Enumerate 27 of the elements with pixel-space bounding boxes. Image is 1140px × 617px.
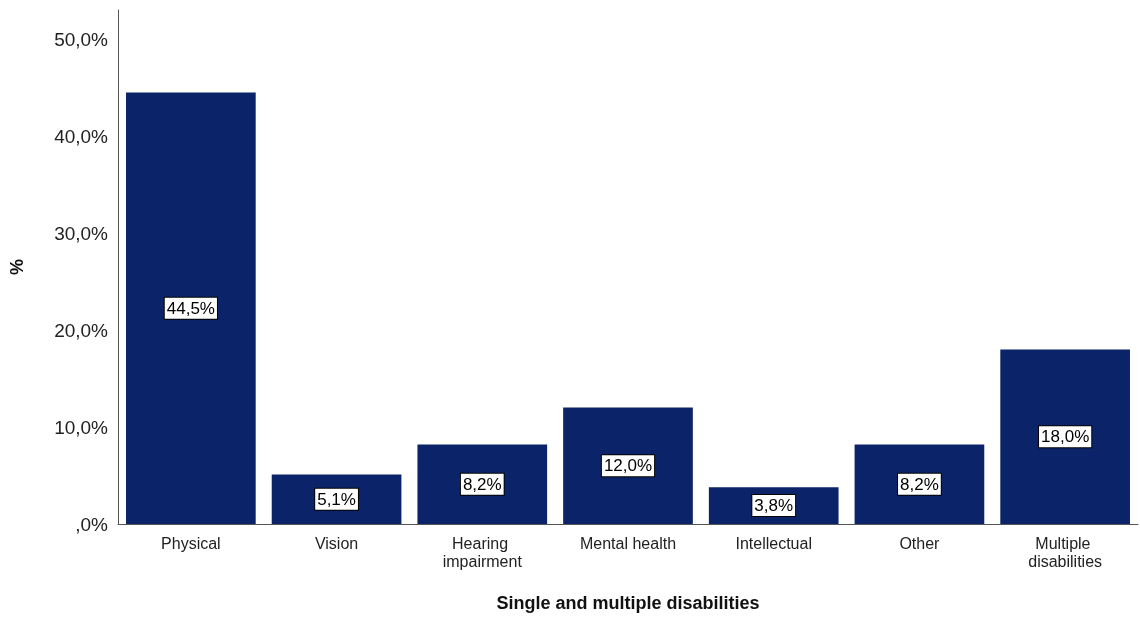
bar — [563, 407, 693, 524]
bar — [854, 444, 985, 524]
x-tick-label: Intellectual — [735, 534, 812, 552]
data-label: 44,5% — [166, 298, 215, 318]
y-tick-label: 40,0% — [54, 125, 109, 147]
data-label: 5,1% — [317, 489, 356, 509]
data-label: 18,0% — [1041, 427, 1090, 447]
y-tick-label: ,0% — [75, 513, 109, 535]
x-tick-label: Vision — [314, 534, 359, 552]
x-tick-label: Mental health — [579, 534, 677, 552]
bar — [1000, 349, 1130, 524]
bar — [417, 444, 548, 524]
data-label: 8,2% — [462, 474, 502, 494]
data-label: 8,2% — [900, 474, 939, 494]
data-label: 12,0% — [603, 456, 653, 476]
y-axis-title: % — [7, 258, 27, 276]
y-tick-label: 10,0% — [54, 416, 109, 438]
x-tick-label: Hearing impairment — [442, 534, 523, 570]
y-tick-label: 20,0% — [54, 319, 109, 341]
bar — [126, 92, 256, 524]
x-tick-label: Other — [899, 534, 941, 552]
data-label: 3,8% — [754, 496, 794, 516]
y-tick-label: 30,0% — [54, 222, 109, 244]
x-tick-label: Multiple disabilities — [1028, 534, 1103, 570]
y-tick-label: 50,0% — [54, 28, 109, 50]
x-tick-label: Physical — [161, 534, 221, 552]
x-axis-title: Single and multiple disabilities — [496, 593, 760, 613]
